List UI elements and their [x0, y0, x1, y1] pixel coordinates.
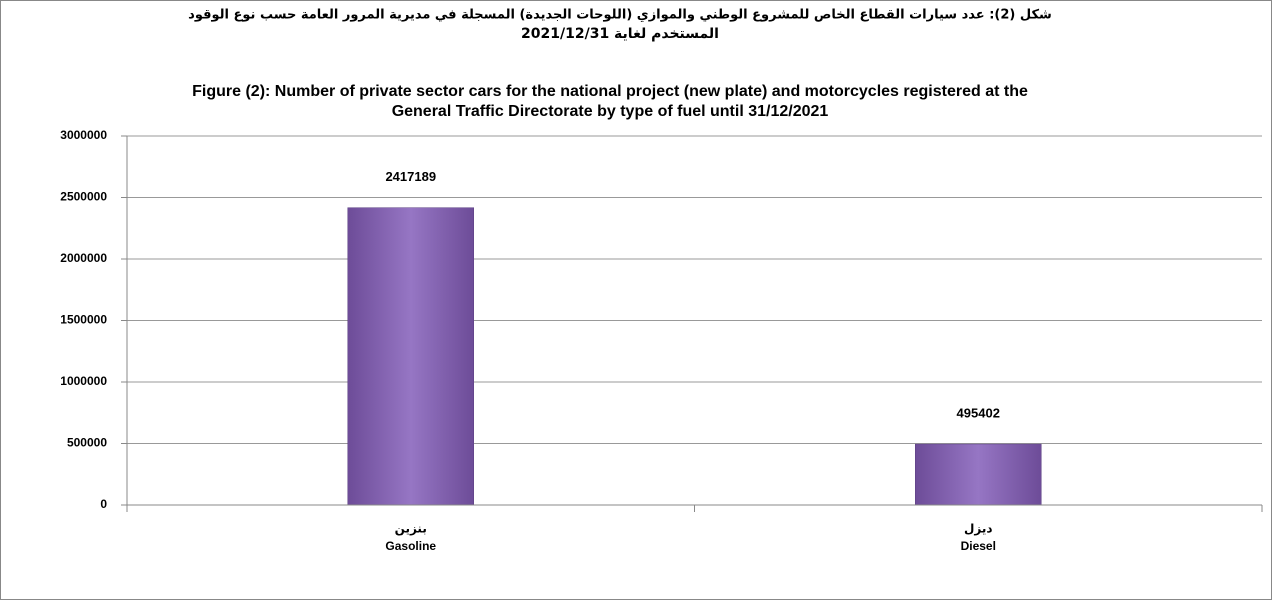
y-tick-label: 1000000	[60, 374, 107, 388]
chart-title-ar: المستخدم لغاية 2021/12/31	[521, 26, 719, 42]
y-tick-label: 2500000	[60, 190, 107, 204]
chart-title: General Traffic Directorate by type of f…	[392, 103, 829, 120]
y-tick-label: 3000000	[60, 128, 107, 142]
x-tick-label: بنزين	[395, 522, 427, 536]
y-tick-label: 500000	[67, 436, 107, 450]
data-label: 495402	[957, 406, 1000, 421]
y-tick-label: 1500000	[60, 313, 107, 327]
bar	[347, 207, 474, 506]
chart-title-ar: شكل (2): عدد سيارات القطاع الخاص للمشروع…	[188, 8, 1052, 23]
y-tick-label: 2000000	[60, 251, 107, 265]
x-tick-label: Gasoline	[385, 539, 436, 553]
x-tick-label: Diesel	[961, 539, 996, 553]
bar	[915, 443, 1042, 506]
x-tick-label: ديزل	[964, 522, 993, 536]
data-label: 2417189	[385, 169, 436, 184]
y-tick-label: 0	[100, 497, 107, 511]
chart-title: Figure (2): Number of private sector car…	[192, 83, 1028, 100]
